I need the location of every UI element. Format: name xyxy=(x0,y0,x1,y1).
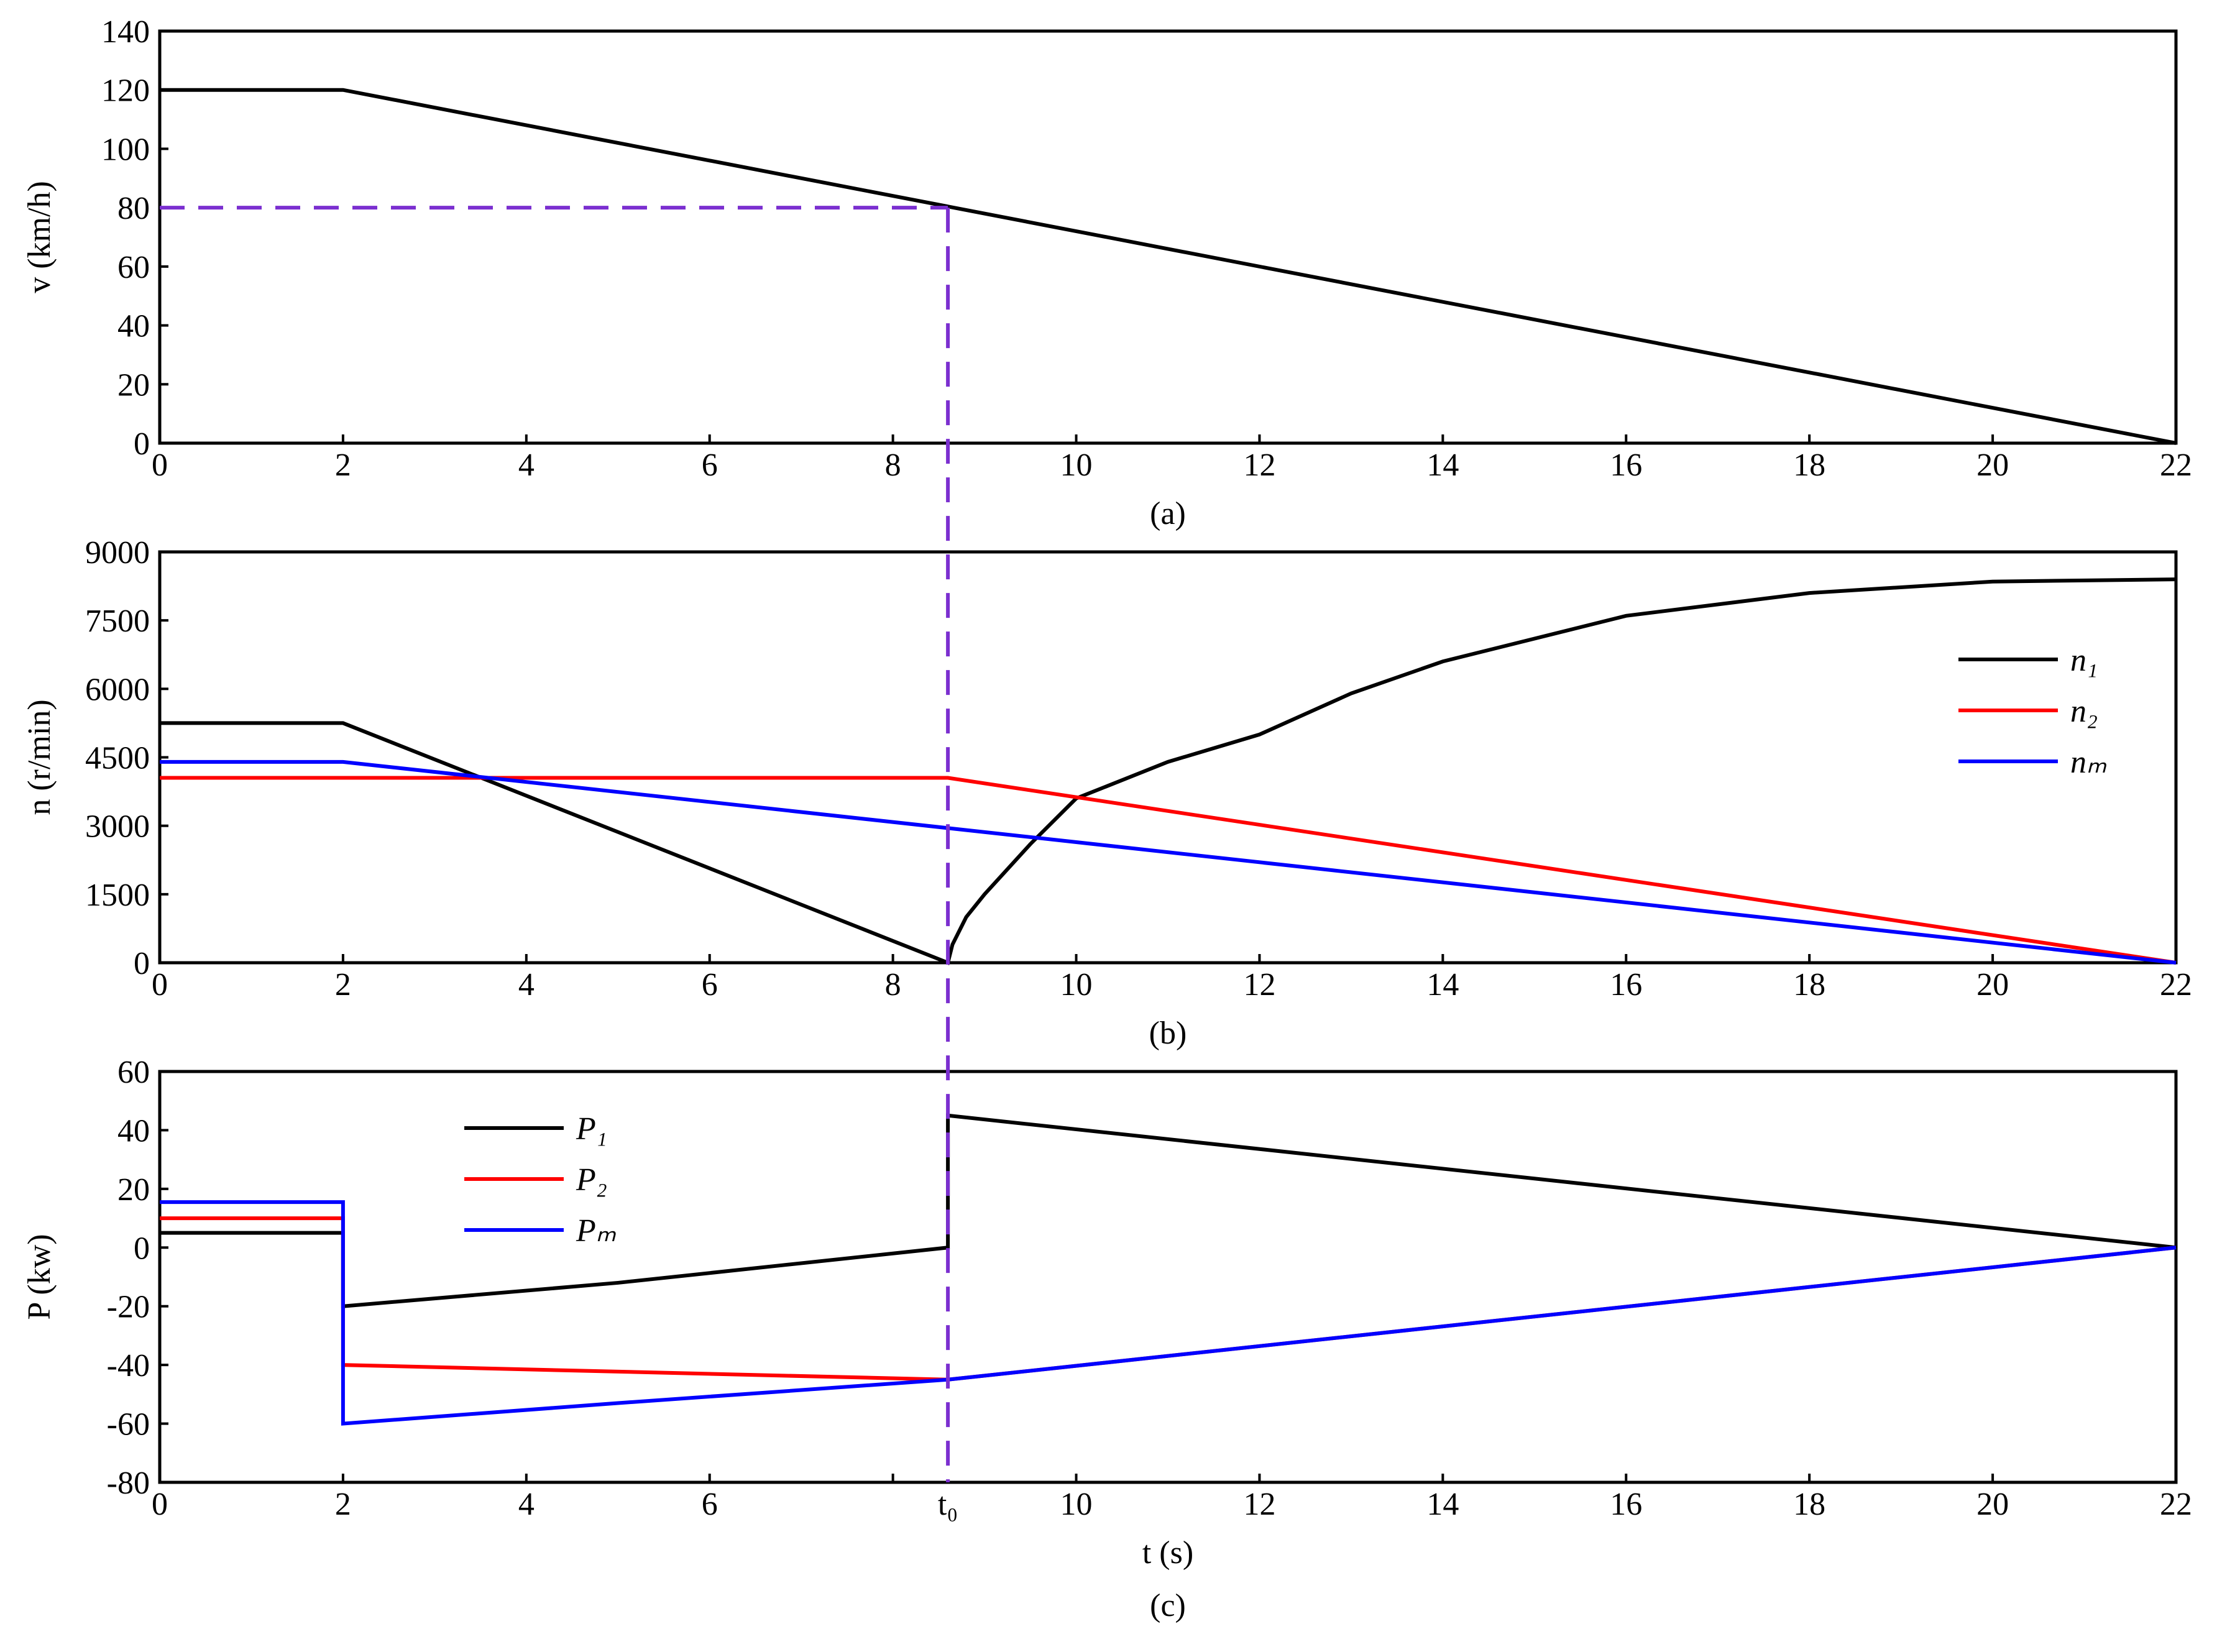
y-axis-label: v (km/h) xyxy=(22,181,57,293)
x-tick-label: 20 xyxy=(1976,447,2009,483)
x-tick-label: 2 xyxy=(335,447,351,483)
y-tick-label: 120 xyxy=(101,73,150,109)
x-tick-label: 8 xyxy=(885,447,901,483)
y-tick-label: 20 xyxy=(117,367,150,403)
x-axis-label: t (s) xyxy=(1142,1535,1193,1571)
x-tick-label: 4 xyxy=(518,967,535,1003)
y-tick-label: -60 xyxy=(107,1407,150,1443)
x-tick-label: 22 xyxy=(2160,1487,2192,1522)
legend-label: n₂ xyxy=(2070,694,2098,729)
x-tick-label: 6 xyxy=(702,447,718,483)
panel-label: (b) xyxy=(1149,1016,1187,1051)
x-tick-label: 4 xyxy=(518,1487,535,1522)
legend-label: P₂ xyxy=(576,1162,607,1198)
x-tick-label: 10 xyxy=(1060,967,1093,1003)
legend-label: n₁ xyxy=(2070,643,2098,678)
x-tick-label: 16 xyxy=(1610,1487,1642,1522)
series-line xyxy=(160,776,2177,965)
y-tick-label: 3000 xyxy=(85,809,150,845)
series-line xyxy=(160,577,2177,966)
plot-frame xyxy=(158,29,2178,445)
x-tick-label: 12 xyxy=(1243,1487,1275,1522)
y-tick-label: -80 xyxy=(107,1466,150,1501)
legend-label: nₘ xyxy=(2070,745,2107,780)
x-tick-label: 12 xyxy=(1243,967,1275,1003)
x-tick-label: 6 xyxy=(702,1487,718,1522)
series-line xyxy=(160,88,2177,445)
y-tick-label: -40 xyxy=(107,1348,150,1384)
x-tick-label: 12 xyxy=(1243,447,1275,483)
x-tick-label: 8 xyxy=(885,967,901,1003)
series-line xyxy=(160,1113,2177,1308)
x-tick-label: 20 xyxy=(1976,1487,2009,1522)
y-tick-label: 20 xyxy=(117,1172,150,1208)
legend-label: P₁ xyxy=(576,1111,607,1147)
x-tick-label: 14 xyxy=(1426,447,1459,483)
x-tick-label: 20 xyxy=(1976,967,2009,1003)
x-tick-label: 2 xyxy=(335,967,351,1003)
y-tick-label: 0 xyxy=(134,426,150,462)
y-tick-label: 140 xyxy=(101,14,150,50)
y-tick-label: 40 xyxy=(117,1113,150,1149)
y-axis-label: P (kw) xyxy=(22,1234,57,1319)
y-tick-label: 9000 xyxy=(85,535,150,571)
y-tick-label: 100 xyxy=(101,132,150,167)
x-tick-label: 6 xyxy=(702,967,718,1003)
x-tick-label: 10 xyxy=(1060,447,1093,483)
y-tick-label: -20 xyxy=(107,1290,150,1325)
x-tick-label: 0 xyxy=(152,447,168,483)
x-tick-label: 0 xyxy=(152,1487,168,1522)
x-tick-label: 0 xyxy=(152,967,168,1003)
y-tick-label: 60 xyxy=(117,1055,150,1090)
panel-label: (a) xyxy=(1150,496,1186,531)
x-tick-label: 2 xyxy=(335,1487,351,1522)
y-tick-label: 1500 xyxy=(85,878,150,913)
x-tick-label: 10 xyxy=(1060,1487,1093,1522)
y-tick-label: 60 xyxy=(117,250,150,285)
x-tick-label: 16 xyxy=(1610,967,1642,1003)
legend-label: Pₘ xyxy=(576,1213,617,1249)
x-tick-label: 4 xyxy=(518,447,535,483)
x-tick-label: 18 xyxy=(1793,447,1825,483)
plot-frame xyxy=(158,550,2178,965)
plot-frame xyxy=(158,1070,2178,1484)
y-tick-label: 40 xyxy=(117,309,150,344)
y-tick-label: 6000 xyxy=(85,672,150,707)
annotation: t₀ xyxy=(938,1487,958,1522)
x-tick-label: 18 xyxy=(1793,967,1825,1003)
x-tick-label: 18 xyxy=(1793,1487,1825,1522)
y-tick-label: 80 xyxy=(117,191,150,226)
panel-label: (c) xyxy=(1150,1588,1186,1623)
x-tick-label: 22 xyxy=(2160,447,2192,483)
x-tick-label: 16 xyxy=(1610,447,1642,483)
x-tick-label: 14 xyxy=(1426,967,1459,1003)
y-tick-label: 7500 xyxy=(85,603,150,639)
y-tick-label: 0 xyxy=(134,1231,150,1266)
y-axis-label: n (r/min) xyxy=(22,699,57,815)
series-line xyxy=(160,1200,2177,1426)
y-tick-label: 4500 xyxy=(85,741,150,776)
x-tick-label: 22 xyxy=(2160,967,2192,1003)
series-line xyxy=(160,759,2177,965)
y-tick-label: 0 xyxy=(134,946,150,981)
x-tick-label: 14 xyxy=(1426,1487,1459,1522)
